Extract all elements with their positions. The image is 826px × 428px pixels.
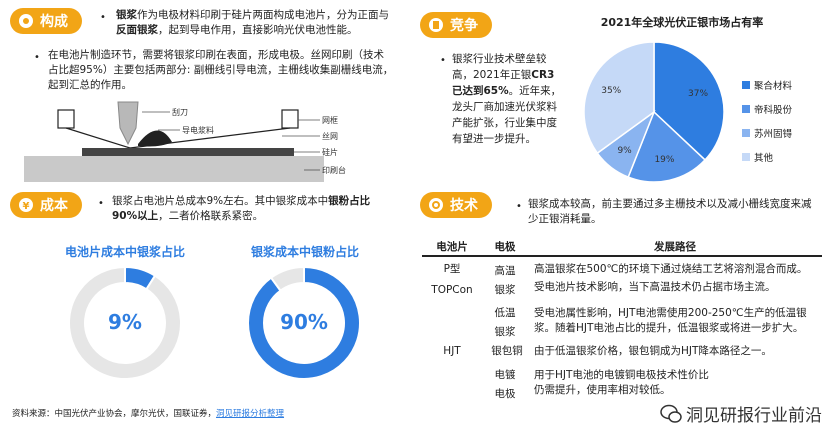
cost-text: 银浆占电池片总成本9%左右。其中银浆成本中银粉占比90%以上，二者价格联系紧密。 bbox=[112, 195, 371, 222]
donut2-title: 银浆成本中银粉占比 bbox=[250, 245, 359, 259]
cell-lt-silver: 低温 银浆 bbox=[494, 307, 516, 338]
pie-slice-other bbox=[583, 41, 655, 155]
pie-data-label: 9% bbox=[617, 146, 632, 156]
frame-right bbox=[281, 109, 299, 129]
composition-text-2: 在电池片制造环节，需要将银浆印刷在表面，形成电极。丝网印刷（技术占比超95%）主… bbox=[48, 49, 394, 91]
competition-icon bbox=[429, 18, 443, 32]
diagram-label: 丝网 bbox=[322, 131, 338, 141]
screen-line bbox=[65, 127, 131, 149]
paste bbox=[138, 130, 172, 147]
donut-slice-other bbox=[68, 265, 182, 380]
tag-technology-label: 技术 bbox=[450, 198, 478, 214]
legend-item: 苏州固锝 bbox=[742, 126, 792, 140]
path-ep: 用于HJT电池的电镀铜电极技术性价比仍需提升，使用率相对较低。 bbox=[534, 369, 709, 396]
tag-competition-label: 竞争 bbox=[450, 18, 478, 34]
th-path: 发展路径 bbox=[528, 238, 822, 257]
coin-icon: ¥ bbox=[19, 198, 33, 212]
diagram-label: 印刷台 bbox=[322, 165, 346, 175]
diagram-label: 硅片 bbox=[322, 147, 338, 157]
technology-text: 银浆成本较高，前主要通过多主栅技术以及减小栅线宽度来减少正银消耗量。 bbox=[528, 198, 812, 225]
tag-composition: 构成 bbox=[10, 8, 82, 34]
print-table bbox=[24, 156, 324, 182]
screen-printing-diagram: 刮刀 导电浆料 网框 丝网 硅片 印刷台 bbox=[24, 101, 346, 182]
source-note: 资料来源：中国光伏产业协会，摩尔光伏，国联证券，洞见研报分析整理 bbox=[12, 409, 285, 419]
cell-silver-copper: 银包铜 bbox=[491, 345, 523, 357]
legend-item: 其他 bbox=[742, 150, 792, 164]
cell-electroplating: 电镀 电极 bbox=[494, 369, 516, 400]
tag-cost-label: 成本 bbox=[40, 198, 68, 214]
th-cell: 电池片 bbox=[422, 238, 482, 257]
bullet: • bbox=[440, 55, 446, 66]
path-cu: 由于低温银浆价格，银包铜成为HJT降本路径之一。 bbox=[534, 345, 772, 357]
composition-icon bbox=[19, 14, 33, 28]
bullet: • bbox=[34, 52, 40, 63]
donut-slice-silver-powder bbox=[247, 265, 361, 380]
diagram-label: 导电浆料 bbox=[182, 125, 214, 135]
frame-left bbox=[57, 109, 75, 129]
pie-data-label: 35% bbox=[601, 86, 621, 96]
tag-competition: 竞争 bbox=[420, 12, 492, 38]
screen-line bbox=[129, 127, 291, 149]
market-share-title: 2021年全球光伏正银市场占有率 bbox=[600, 16, 764, 29]
source-link[interactable]: 洞见研报分析整理 bbox=[216, 409, 285, 419]
diagram-label: 网框 bbox=[322, 115, 338, 125]
gear-icon bbox=[429, 198, 443, 212]
legend-item: 聚合材料 bbox=[742, 78, 792, 92]
bullet: • bbox=[98, 198, 104, 209]
tag-composition-label: 构成 bbox=[40, 14, 68, 30]
donut-slice-other bbox=[269, 265, 305, 293]
bullet: • bbox=[516, 201, 522, 212]
path-ht: 高温银浆在500℃的环境下通过烧结工艺将溶剂混合而成。 受电池片技术影响，当下高温… bbox=[534, 263, 808, 293]
donut-chart-silver-powder bbox=[247, 265, 361, 380]
path-lt: 受电池属性影响，HJT电池需使用200-250℃生产的低温银浆。随着HJT电池占… bbox=[534, 307, 807, 334]
tag-cost: ¥ 成本 bbox=[10, 192, 82, 218]
cell-hjt: HJT bbox=[443, 345, 461, 357]
donut-chart-silver-paste bbox=[68, 265, 182, 380]
diagram-label: 刮刀 bbox=[172, 107, 188, 117]
market-share-pie: 37% 19% 9% 35% bbox=[583, 41, 725, 183]
squeegee bbox=[117, 101, 139, 146]
donut1-title: 电池片成本中银浆占比 bbox=[64, 245, 185, 259]
composition-text-1: 银浆作为电极材料印刷于硅片两面构成电池片，分为正面与反面银浆，起到导电作用，直接… bbox=[116, 9, 389, 36]
pie-data-label: 19% bbox=[654, 155, 674, 165]
pie-slice-jvhe bbox=[653, 41, 725, 161]
svg-text:¥: ¥ bbox=[23, 201, 30, 212]
th-electrode: 电极 bbox=[482, 238, 528, 257]
bullet: • bbox=[100, 12, 106, 23]
donut2-center-label: 90% bbox=[280, 310, 328, 334]
cell-ptype: P型 TOPCon bbox=[431, 263, 473, 296]
wafer bbox=[82, 148, 294, 156]
competition-text: 银浆行业技术壁垒较高，2021年正银CR3已达到65%。近年来，龙头厂商加速光伏… bbox=[452, 53, 562, 145]
cell-ht-silver: 高温 银浆 bbox=[494, 265, 516, 296]
watermark: 洞见研报行业前沿 bbox=[660, 401, 822, 426]
tech-table: 电池片 电极 发展路径 bbox=[422, 238, 822, 257]
tag-technology: 技术 bbox=[420, 192, 492, 218]
legend-item: 帝科股份 bbox=[742, 102, 792, 116]
wechat-icon bbox=[660, 404, 682, 423]
legend: 聚合材料 帝科股份 苏州固锝 其他 bbox=[742, 78, 792, 174]
pie-data-label: 37% bbox=[688, 89, 708, 99]
donut1-center-label: 9% bbox=[108, 310, 142, 334]
